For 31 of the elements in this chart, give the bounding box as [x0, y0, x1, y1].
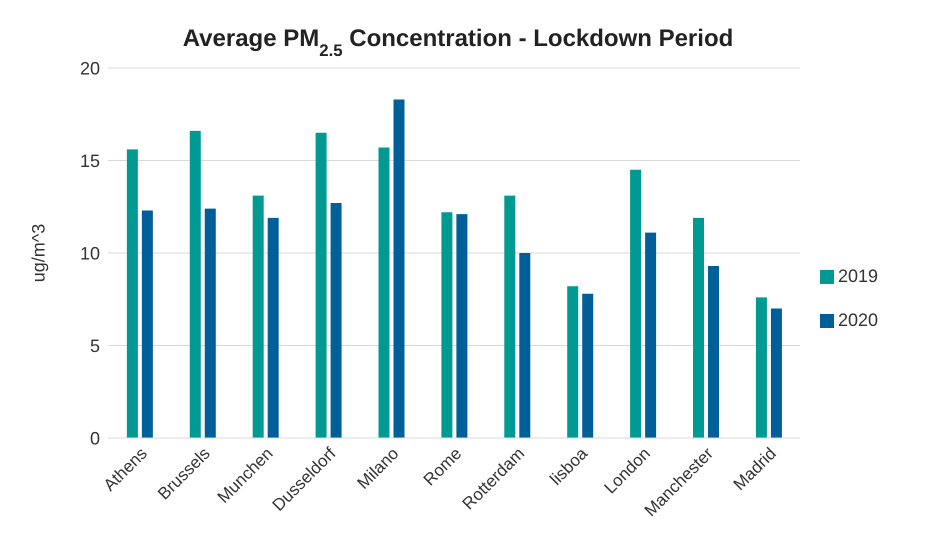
y-tick-label: 10 — [80, 243, 100, 264]
y-axis-title: ug/m^3 — [28, 224, 48, 282]
chart-title: Average PM$_{2.5}$ Concentration - Lockdown Period — [182, 25, 734, 60]
legend-label: 2020 — [838, 310, 878, 330]
bar — [204, 208, 216, 438]
bar — [645, 232, 656, 438]
legend-label: 2019 — [838, 266, 878, 286]
bar — [330, 203, 342, 438]
bar — [378, 148, 390, 438]
y-tick-label: 0 — [90, 428, 100, 448]
bar — [630, 170, 642, 438]
bar — [268, 218, 279, 438]
bar — [567, 286, 578, 438]
bar — [582, 294, 594, 438]
y-tick-label: 15 — [80, 150, 100, 171]
bar — [441, 212, 452, 438]
bar — [316, 132, 327, 438]
bar — [456, 214, 468, 438]
bar — [504, 196, 516, 438]
bar — [770, 308, 782, 438]
bar — [519, 253, 530, 438]
bar — [190, 130, 201, 438]
bar — [142, 210, 153, 438]
bar — [756, 297, 767, 438]
y-tick-label: 5 — [90, 336, 100, 356]
bar — [693, 218, 704, 438]
bar — [708, 266, 720, 438]
y-tick-label: 20 — [80, 58, 100, 78]
bar — [252, 196, 264, 438]
bar — [126, 149, 138, 438]
bar — [393, 99, 404, 438]
